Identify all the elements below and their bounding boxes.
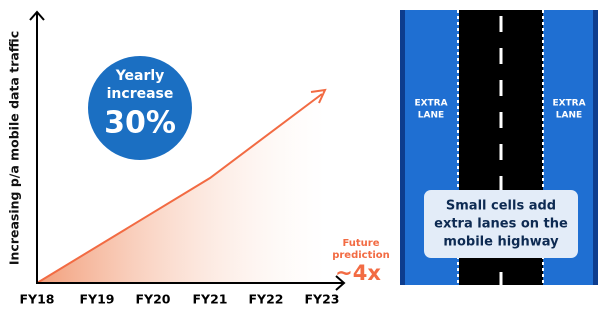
lane-label: LANE bbox=[418, 111, 444, 121]
badge-text: increase bbox=[107, 86, 174, 102]
y-axis-label: Increasing p/a mobile data traffic bbox=[7, 31, 22, 265]
lane-label: LANE bbox=[556, 111, 582, 121]
badge-text: Yearly bbox=[115, 68, 165, 84]
prediction-value: ~4x bbox=[335, 261, 381, 285]
prediction-label: prediction bbox=[332, 250, 390, 261]
x-label: FY23 bbox=[305, 292, 340, 307]
badge-value: 30% bbox=[104, 106, 176, 141]
lane-label: EXTRA bbox=[414, 99, 447, 109]
x-label: FY18 bbox=[20, 292, 55, 307]
caption-text: Small cells add bbox=[446, 199, 556, 214]
x-label: FY20 bbox=[136, 292, 171, 307]
lane-label: EXTRA bbox=[552, 99, 585, 109]
prediction-label: Future bbox=[342, 238, 379, 249]
x-label: FY21 bbox=[193, 292, 228, 307]
caption-text: mobile highway bbox=[443, 235, 559, 250]
infographic: Increasing p/a mobile data traffic FY18 … bbox=[0, 0, 598, 309]
x-label: FY19 bbox=[80, 292, 115, 307]
caption-text: extra lanes on the bbox=[434, 217, 568, 232]
x-label: FY22 bbox=[249, 292, 284, 307]
